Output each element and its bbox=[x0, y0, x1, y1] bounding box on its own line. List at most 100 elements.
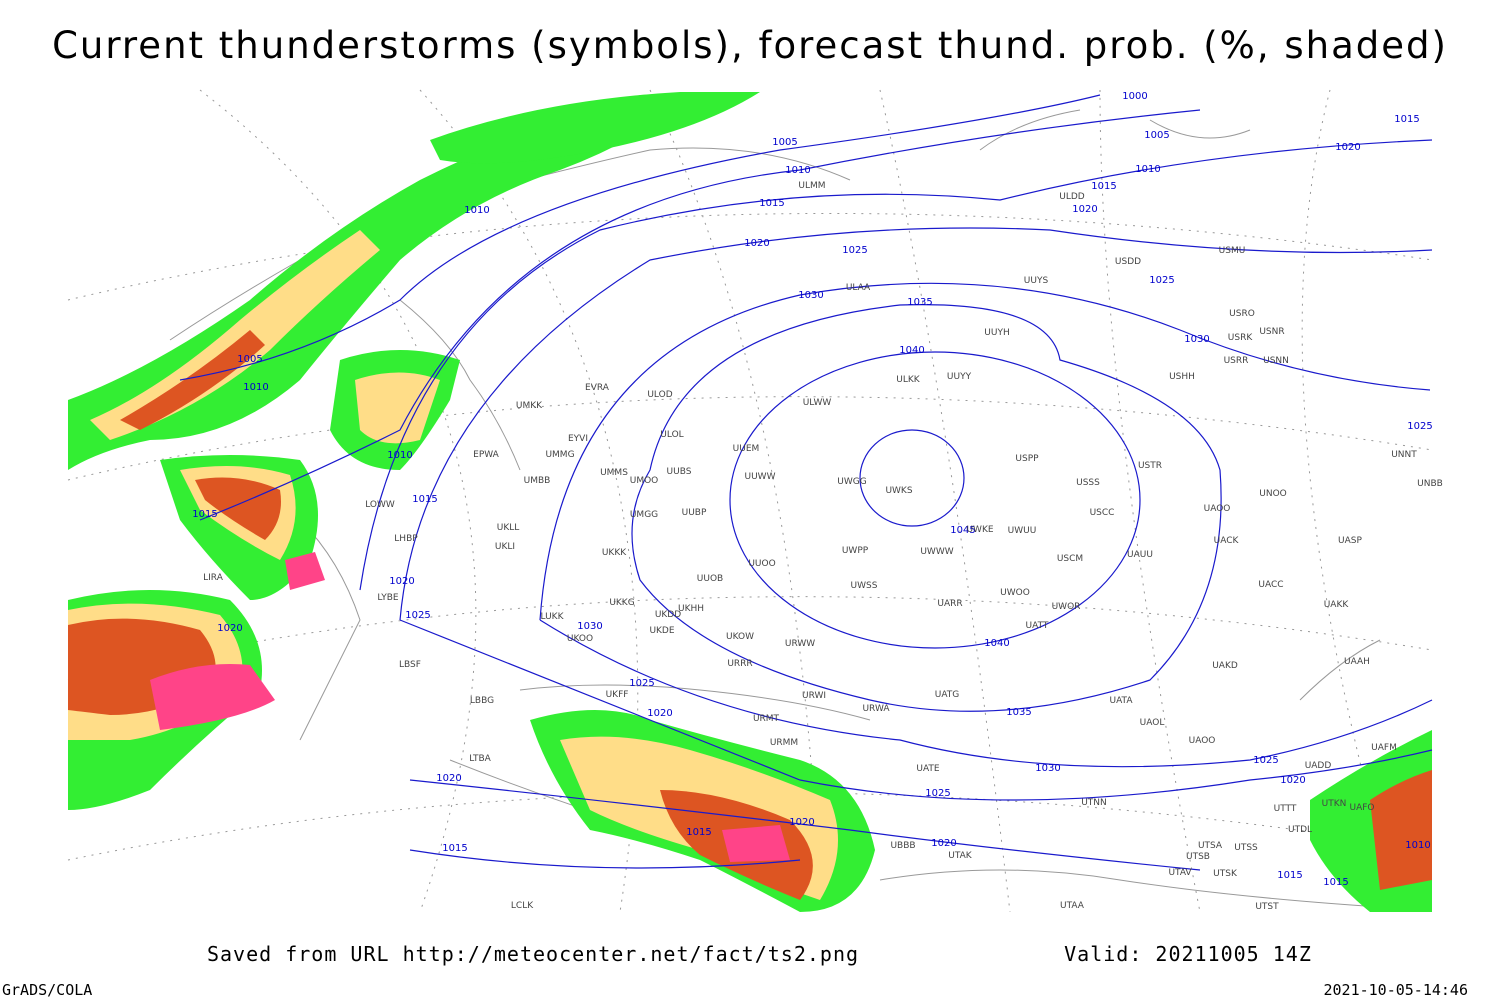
isobar-label: 1020 bbox=[744, 238, 769, 249]
isobar-label: 1020 bbox=[217, 623, 242, 634]
station-code: UMOO bbox=[630, 476, 659, 486]
station-code: UMGG bbox=[630, 510, 658, 520]
station-code: UAOO bbox=[1189, 736, 1216, 746]
isobar-label: 1015 bbox=[1277, 870, 1302, 881]
station-code: UADD bbox=[1305, 761, 1332, 771]
station-code: UMBB bbox=[524, 476, 551, 486]
station-code: UUOO bbox=[748, 559, 775, 569]
isobar-label: 1025 bbox=[842, 245, 867, 256]
isobar-label: 1020 bbox=[1280, 775, 1305, 786]
station-code: UATG bbox=[935, 690, 960, 700]
station-code: ULDD bbox=[1059, 192, 1085, 202]
station-code: USPP bbox=[1015, 454, 1039, 464]
station-code: USCM bbox=[1057, 554, 1083, 564]
station-code: UMKK bbox=[516, 401, 543, 411]
station-code: UAKD bbox=[1212, 661, 1238, 671]
station-code: USNN bbox=[1263, 356, 1289, 366]
station-code: USTR bbox=[1138, 461, 1162, 471]
station-code: USHH bbox=[1169, 372, 1195, 382]
station-code: UTST bbox=[1255, 902, 1279, 912]
station-code: LHBP bbox=[394, 534, 418, 544]
station-code: UNBB bbox=[1417, 479, 1443, 489]
isobar-label: 1020 bbox=[1072, 204, 1097, 215]
station-code: LOWW bbox=[365, 500, 395, 510]
station-code: URMM bbox=[770, 738, 798, 748]
isobar-label: 1020 bbox=[389, 576, 414, 587]
isobars bbox=[179, 94, 1433, 871]
station-code: UNOO bbox=[1259, 489, 1287, 499]
station-code: UARR bbox=[937, 599, 962, 609]
station-code: UWKS bbox=[885, 486, 912, 496]
isobar-label: 1000 bbox=[1122, 91, 1147, 102]
station-code: USMU bbox=[1219, 246, 1246, 256]
station-code: UWWW bbox=[920, 547, 953, 557]
station-code: UUYS bbox=[1024, 276, 1049, 286]
station-code: USCC bbox=[1090, 508, 1115, 518]
station-code: ULWW bbox=[803, 398, 832, 408]
station-code: UUOB bbox=[697, 574, 723, 584]
station-code: UAFO bbox=[1349, 803, 1374, 813]
station-code: UTSK bbox=[1213, 869, 1238, 879]
station-code: UTAA bbox=[1060, 901, 1085, 911]
station-code: UWUU bbox=[1008, 526, 1037, 536]
station-code: URWW bbox=[785, 639, 815, 649]
isobar-label: 1005 bbox=[237, 354, 262, 365]
graticule bbox=[67, 89, 1433, 913]
station-code: UKOO bbox=[567, 634, 593, 644]
station-code: UTAK bbox=[948, 851, 973, 861]
station-code: EPWA bbox=[473, 450, 500, 460]
isobar-label: 1020 bbox=[1335, 142, 1360, 153]
station-code: LTBA bbox=[469, 754, 491, 764]
station-code: ULOD bbox=[647, 390, 672, 400]
station-code: USSS bbox=[1076, 478, 1100, 488]
station-code: UACC bbox=[1258, 580, 1283, 590]
station-code: UTTT bbox=[1274, 804, 1297, 814]
isobar-label: 1030 bbox=[577, 621, 602, 632]
isobar-label: 1025 bbox=[925, 788, 950, 799]
station-code: URWA bbox=[862, 704, 890, 714]
station-code: ULOL bbox=[660, 430, 683, 440]
station-code: UKLL bbox=[497, 523, 520, 533]
station-code: USRK bbox=[1228, 333, 1254, 343]
station-code: UATT bbox=[1026, 621, 1049, 631]
station-code: UWKE bbox=[966, 525, 993, 535]
station-code: ULMM bbox=[798, 181, 825, 191]
station-code: UNNT bbox=[1391, 450, 1417, 460]
station-code: UUBP bbox=[682, 508, 707, 518]
isobar-label: 1020 bbox=[931, 838, 956, 849]
station-code: UKKK bbox=[602, 548, 627, 558]
station-code: UAAH bbox=[1344, 657, 1370, 667]
station-code: UKKG bbox=[609, 598, 634, 608]
isobar-label: 1020 bbox=[647, 708, 672, 719]
station-code: UKDD bbox=[655, 610, 681, 620]
station-code: UUWW bbox=[745, 472, 776, 482]
station-code: UWSS bbox=[851, 581, 878, 591]
station-code: LBBG bbox=[470, 696, 494, 706]
station-code: URMT bbox=[753, 714, 780, 724]
station-code: UTKN bbox=[1322, 799, 1347, 809]
station-code: EYVI bbox=[568, 434, 588, 444]
isobar-label: 1010 bbox=[387, 450, 412, 461]
station-code: USRO bbox=[1229, 309, 1255, 319]
station-code: URWI bbox=[802, 691, 826, 701]
station-code: UTSS bbox=[1234, 843, 1258, 853]
isobar-label: 1015 bbox=[1394, 114, 1419, 125]
station-code: UWPP bbox=[842, 546, 869, 556]
station-code: USNR bbox=[1259, 327, 1284, 337]
isobar-label: 1010 bbox=[243, 382, 268, 393]
isobar-label: 1010 bbox=[1405, 840, 1430, 851]
isobar-label: 1015 bbox=[1091, 181, 1116, 192]
station-code: UWGG bbox=[837, 477, 866, 487]
isobar-label: 1025 bbox=[1253, 755, 1278, 766]
isobar-label: 1025 bbox=[1149, 275, 1174, 286]
station-code: UWOR bbox=[1052, 602, 1081, 612]
isobar-label: 1030 bbox=[1184, 334, 1209, 345]
isobar-label: 1010 bbox=[785, 165, 810, 176]
isobar-label: 1015 bbox=[192, 509, 217, 520]
station-code: UMMG bbox=[545, 450, 574, 460]
software-credit: GrADS/COLA bbox=[2, 981, 92, 999]
isobar-label: 1025 bbox=[1407, 421, 1432, 432]
station-code: USDD bbox=[1115, 257, 1141, 267]
station-code: UTDL bbox=[1288, 825, 1312, 835]
